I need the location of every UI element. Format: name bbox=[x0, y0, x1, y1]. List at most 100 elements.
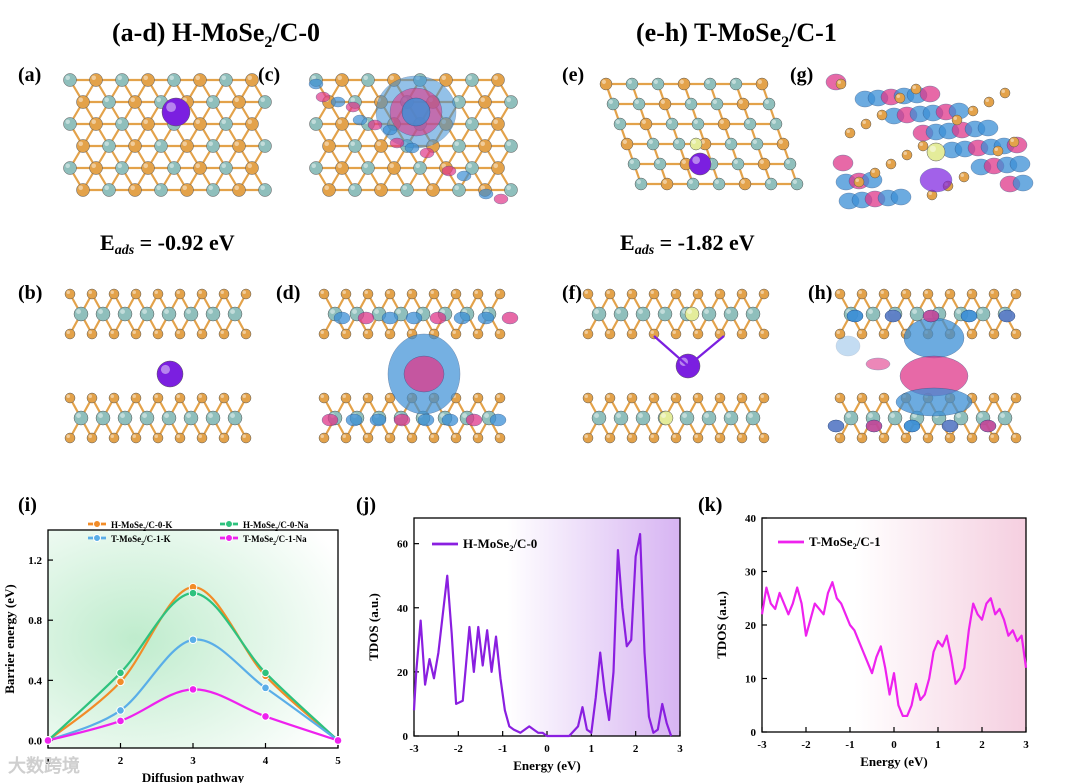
lattice-atom bbox=[901, 149, 913, 161]
mo-atom bbox=[465, 117, 479, 131]
data-point bbox=[261, 712, 270, 721]
se-atom bbox=[714, 432, 726, 444]
charge-blob bbox=[998, 309, 1016, 323]
data-point bbox=[188, 588, 198, 598]
mo-atom bbox=[413, 161, 427, 175]
y-tick-label: 10 bbox=[745, 674, 757, 686]
se-atom bbox=[318, 328, 330, 340]
lattice-atom bbox=[762, 97, 776, 111]
se-atom bbox=[491, 161, 505, 175]
se-atom bbox=[472, 432, 484, 444]
se-atom bbox=[128, 95, 142, 109]
x-tick-label: 1 bbox=[45, 755, 51, 767]
se-atom bbox=[89, 161, 103, 175]
se-atom bbox=[387, 161, 401, 175]
data-point bbox=[188, 685, 198, 694]
se-atom bbox=[322, 139, 336, 153]
charge-blob bbox=[903, 419, 921, 433]
charge-density-side-view-h bbox=[827, 288, 1022, 444]
mo-atom bbox=[102, 139, 116, 153]
se-atom bbox=[141, 161, 155, 175]
se-atom bbox=[141, 117, 155, 131]
se-atom bbox=[152, 392, 164, 404]
atomic-structure-side-view-f bbox=[582, 288, 770, 444]
series-line-0 bbox=[760, 581, 1028, 718]
se-atom bbox=[758, 392, 770, 404]
se-atom bbox=[1010, 288, 1022, 300]
legend-label: H-MoSe2/C-0-Na bbox=[243, 520, 309, 533]
lattice-atom bbox=[672, 137, 686, 151]
charge-blob bbox=[922, 309, 940, 323]
mo-atom bbox=[167, 161, 181, 175]
se-atom bbox=[86, 432, 98, 444]
mo-atom bbox=[701, 306, 717, 322]
mo-atom bbox=[167, 73, 181, 87]
se-atom bbox=[108, 288, 120, 300]
mo-atom bbox=[183, 410, 199, 426]
se-atom bbox=[180, 139, 194, 153]
lattice-atom bbox=[992, 145, 1004, 157]
charge-blob bbox=[865, 357, 891, 371]
se-atom bbox=[374, 139, 388, 153]
mo-atom bbox=[591, 410, 607, 426]
panel-label-b: (b) bbox=[18, 282, 43, 304]
mo-atom bbox=[997, 410, 1013, 426]
se-atom bbox=[736, 432, 748, 444]
mo-atom bbox=[723, 306, 739, 322]
mo-atom bbox=[348, 183, 362, 197]
y-tick-label: 30 bbox=[745, 567, 757, 579]
charge-blob bbox=[477, 311, 495, 325]
se-atom bbox=[582, 392, 594, 404]
charge-blob bbox=[308, 78, 324, 90]
se-atom bbox=[196, 392, 208, 404]
charge-blob bbox=[389, 137, 405, 149]
x-tick-label: 5 bbox=[335, 755, 341, 767]
mo-atom bbox=[154, 183, 168, 197]
x-tick-label: -3 bbox=[757, 739, 767, 751]
se-atom bbox=[108, 392, 120, 404]
se-atom bbox=[318, 432, 330, 444]
charge-blob bbox=[884, 309, 902, 323]
metal-ion bbox=[161, 97, 191, 127]
se-atom bbox=[834, 328, 846, 340]
lattice-atom bbox=[627, 157, 641, 171]
charge-blob bbox=[832, 154, 854, 172]
mo-atom bbox=[887, 410, 903, 426]
se-atom bbox=[494, 288, 506, 300]
lattice-atom bbox=[757, 157, 771, 171]
charge-blob bbox=[979, 419, 997, 433]
se-atom bbox=[1010, 328, 1022, 340]
se-atom bbox=[193, 161, 207, 175]
se-atom bbox=[196, 288, 208, 300]
charge-blob bbox=[919, 85, 941, 103]
panel-label-a: (a) bbox=[18, 64, 42, 86]
charge-blob bbox=[417, 413, 435, 427]
se-atom bbox=[856, 392, 868, 404]
lattice-atom bbox=[691, 117, 705, 131]
charge-blob bbox=[321, 413, 339, 427]
plot-frame bbox=[761, 517, 1027, 733]
se-atom bbox=[648, 328, 660, 340]
se-atom bbox=[472, 392, 484, 404]
mo-atom bbox=[117, 306, 133, 322]
se-atom bbox=[988, 392, 1000, 404]
se-atom bbox=[478, 95, 492, 109]
lattice-atom bbox=[639, 117, 653, 131]
charge-blob bbox=[382, 124, 398, 136]
se-atom bbox=[152, 288, 164, 300]
data-point bbox=[188, 635, 198, 645]
charge-blob bbox=[367, 119, 383, 131]
se-atom bbox=[494, 392, 506, 404]
charge-blob bbox=[404, 142, 420, 154]
mo-atom bbox=[591, 306, 607, 322]
lattice-atom bbox=[776, 137, 790, 151]
se-atom bbox=[76, 183, 90, 197]
charge-blob bbox=[403, 355, 445, 393]
watermark-text: 大数跨境 bbox=[8, 756, 80, 777]
se-atom bbox=[232, 95, 246, 109]
se-atom bbox=[340, 288, 352, 300]
lattice-atom bbox=[844, 127, 856, 139]
se-atom bbox=[174, 328, 186, 340]
se-atom bbox=[670, 288, 682, 300]
se-atom bbox=[428, 288, 440, 300]
